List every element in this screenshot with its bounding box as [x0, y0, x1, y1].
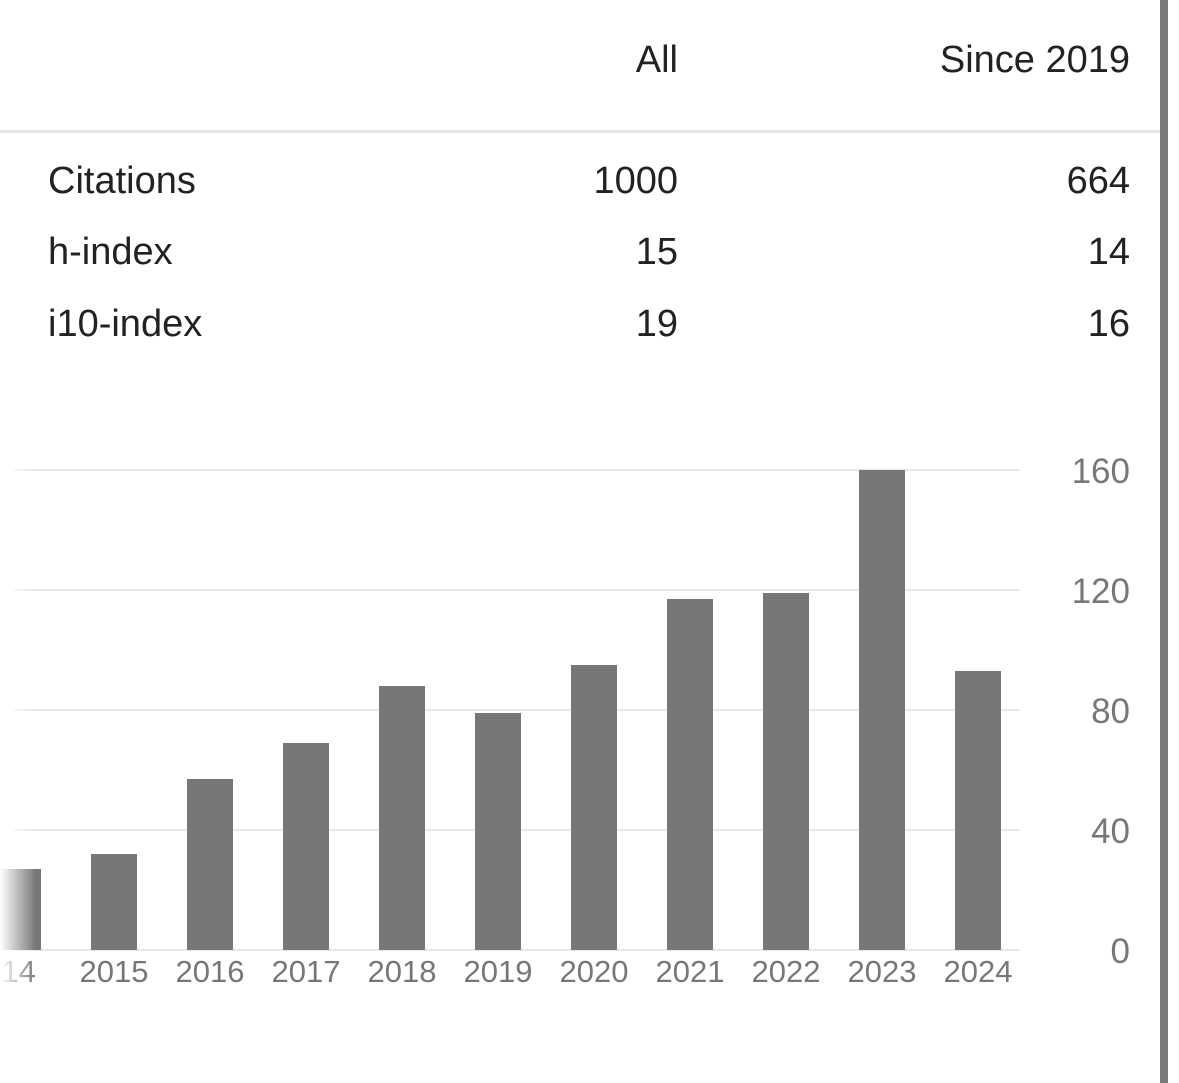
column-header-all[interactable]: All	[635, 39, 678, 81]
bar-2022[interactable]	[763, 593, 809, 950]
gridlines	[14, 469, 1020, 951]
x-tick-label: 2019	[464, 954, 533, 989]
bar-2020[interactable]	[571, 665, 617, 950]
header-divider	[0, 130, 1160, 133]
stats-row-h-index: h-index 15 14	[0, 230, 1160, 280]
bar-2019[interactable]	[475, 713, 521, 950]
bar-2015[interactable]	[91, 854, 137, 950]
stats-row-i10-index: i10-index 19 16	[0, 302, 1160, 352]
bars	[0, 470, 1001, 950]
x-tick-label: 2018	[368, 954, 437, 989]
value-since: 664	[1066, 160, 1130, 202]
bar-2017[interactable]	[283, 743, 329, 950]
row-label[interactable]: i10-index	[48, 303, 203, 345]
x-axis-labels: 0142015201620172018201920202021202220232…	[0, 954, 1012, 989]
bar-2023[interactable]	[859, 470, 905, 950]
panel-right-border	[1160, 0, 1168, 1083]
bar-2024[interactable]	[955, 671, 1001, 950]
citations-bar-chart: 0142015201620172018201920202021202220232…	[0, 440, 1160, 1010]
y-tick-label: 160	[1072, 452, 1130, 491]
x-tick-label: 2024	[944, 954, 1013, 989]
x-tick-label: 2022	[752, 954, 821, 989]
x-tick-label: 2015	[80, 954, 149, 989]
stats-table-header: All Since 2019	[0, 0, 1160, 132]
bar-2021[interactable]	[667, 599, 713, 950]
column-header-since[interactable]: Since 2019	[939, 39, 1130, 81]
y-axis-labels: 0 40 80 120 160	[1072, 452, 1130, 971]
value-all: 15	[635, 231, 678, 273]
bar-2018[interactable]	[379, 686, 425, 950]
value-since: 14	[1087, 231, 1130, 273]
x-tick-label: 2021	[656, 954, 725, 989]
y-tick-label: 0	[1111, 932, 1130, 971]
y-tick-label: 80	[1091, 692, 1130, 731]
chart-canvas: 0142015201620172018201920202021202220232…	[0, 440, 1130, 1010]
bar-2016[interactable]	[187, 779, 233, 950]
x-tick-label: 2023	[848, 954, 917, 989]
row-label[interactable]: h-index	[48, 231, 173, 273]
y-tick-label: 40	[1091, 812, 1130, 851]
value-all: 1000	[593, 160, 678, 202]
x-tick-label: 2020	[560, 954, 629, 989]
stats-row-citations: Citations 1000 664	[0, 159, 1160, 209]
row-label[interactable]: Citations	[48, 160, 196, 202]
x-tick-label: 2017	[272, 954, 341, 989]
value-since: 16	[1087, 303, 1130, 345]
x-tick-label: 2016	[176, 954, 245, 989]
value-all: 19	[635, 303, 678, 345]
y-tick-label: 120	[1072, 572, 1130, 611]
left-fade-overlay	[0, 440, 60, 1010]
